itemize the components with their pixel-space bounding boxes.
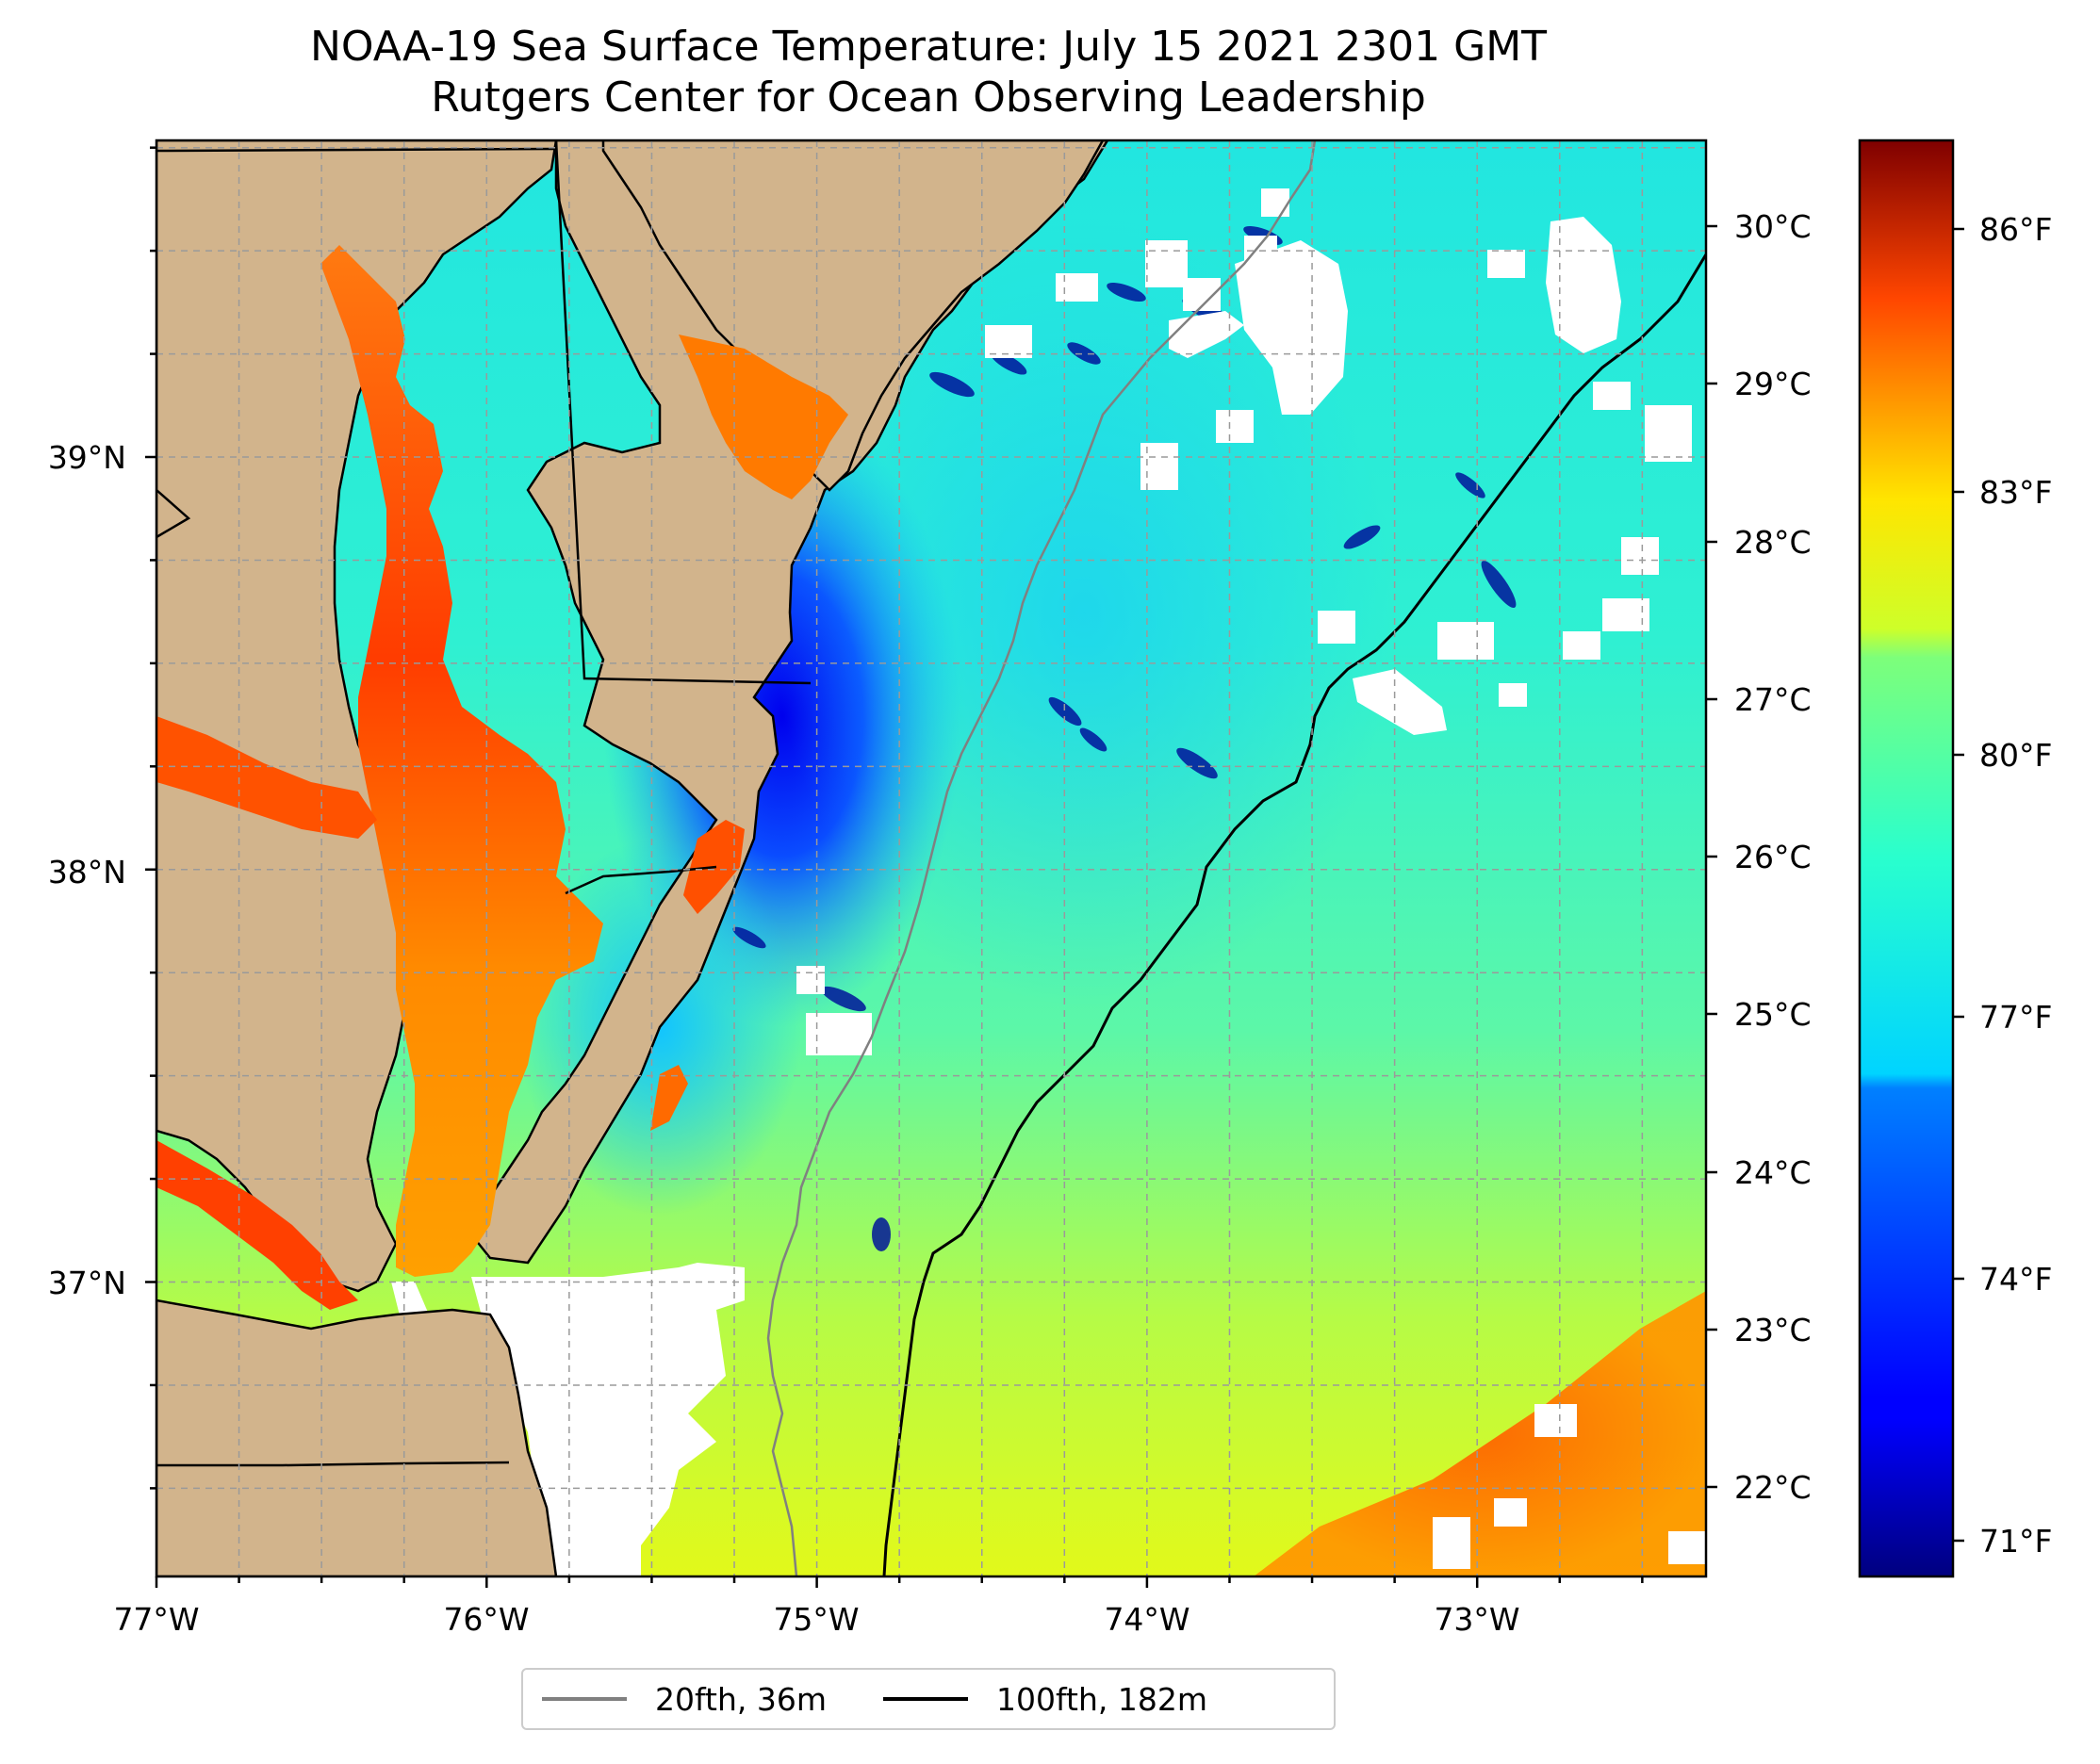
legend-swatch-20fth [542, 1697, 627, 1701]
lon-label-76w: 76°W [443, 1601, 529, 1638]
lon-label-77w: 77°W [113, 1601, 199, 1638]
fahrenheit-label-86: 86°F [1979, 211, 2052, 248]
map-frame [155, 139, 1708, 1578]
legend-label-20fth: 20fth, 36m [655, 1680, 827, 1718]
fahrenheit-label-77: 77°F [1979, 999, 2052, 1036]
legend-label-100fth: 100fth, 182m [996, 1680, 1207, 1718]
cold-filaments [732, 226, 1517, 1251]
chesapeake-bay [156, 245, 848, 1310]
chart-title: NOAA-19 Sea Surface Temperature: July 15… [309, 23, 1548, 71]
fahrenheit-label-80: 80°F [1979, 737, 2052, 774]
fahrenheit-label-83: 83°F [1979, 474, 2052, 511]
celsius-label-28: 28°C [1734, 524, 1812, 561]
contour-20fth [766, 140, 1317, 1576]
fahrenheit-label-74: 74°F [1979, 1261, 2052, 1298]
fahrenheit-label-71: 71°F [1979, 1523, 2052, 1560]
warm-water-southeast [1254, 1291, 1706, 1576]
graticule [156, 140, 1706, 1576]
colorbar [1858, 139, 1955, 1578]
axis-ticks [145, 146, 1644, 1588]
celsius-label-24: 24°C [1734, 1154, 1812, 1191]
celsius-label-23: 23°C [1734, 1312, 1812, 1348]
lon-label-73w: 73°W [1434, 1601, 1519, 1638]
celsius-label-29: 29°C [1734, 366, 1812, 402]
lat-label-39n: 39°N [48, 439, 126, 476]
chart-subtitle: Rutgers Center for Ocean Observing Leade… [431, 74, 1426, 122]
celsius-label-25: 25°C [1734, 996, 1812, 1033]
celsius-scale: 30°C 29°C 28°C 27°C 26°C 25°C 24°C 23°C … [1734, 208, 1812, 1506]
fahrenheit-ticks [1953, 227, 1964, 1543]
legend-swatch-100fth [883, 1697, 968, 1701]
celsius-label-26: 26°C [1734, 839, 1812, 875]
no-data-patches [391, 188, 1706, 1576]
contour-100fth [882, 253, 1706, 1576]
legend-item-100fth: 100fth, 182m [883, 1681, 1207, 1718]
celsius-label-22: 22°C [1734, 1469, 1812, 1506]
legend-item-20fth: 20fth, 36m [542, 1681, 827, 1718]
celsius-label-30: 30°C [1734, 208, 1812, 245]
lon-label-75w: 75°W [773, 1601, 859, 1638]
sst-map [156, 140, 1706, 1576]
legend: 20fth, 36m 100fth, 182m [521, 1668, 1336, 1730]
lon-label-74w: 74°W [1104, 1601, 1189, 1638]
land-virginia-south [156, 1298, 558, 1576]
celsius-ticks [1706, 224, 1717, 1489]
lat-label-37n: 37°N [48, 1265, 126, 1301]
lat-label-38n: 38°N [48, 854, 126, 890]
celsius-label-27: 27°C [1734, 681, 1812, 718]
state-boundaries [156, 140, 812, 1467]
